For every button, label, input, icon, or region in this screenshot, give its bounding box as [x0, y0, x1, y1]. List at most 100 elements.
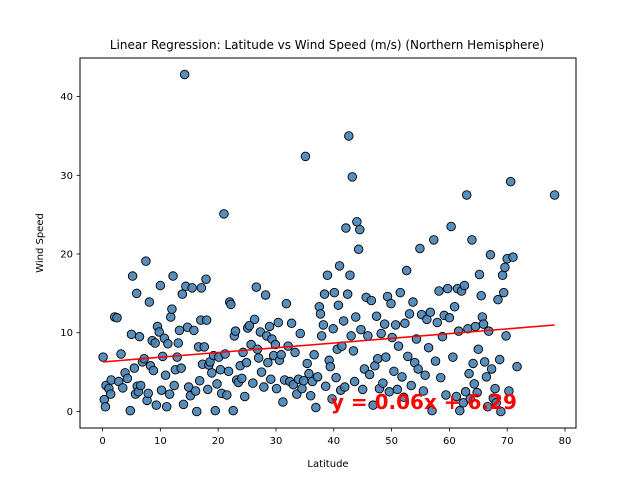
y-tick-label: 0 — [67, 407, 73, 418]
data-point — [494, 354, 505, 365]
data-point — [493, 294, 503, 305]
data-point — [338, 316, 349, 326]
data-point — [349, 376, 360, 387]
data-point — [432, 317, 443, 328]
data-point — [228, 405, 238, 416]
data-point — [318, 320, 329, 330]
data-point — [154, 327, 164, 337]
data-point — [512, 361, 522, 372]
data-point — [161, 401, 172, 412]
data-point — [379, 319, 390, 329]
data-point — [187, 283, 197, 293]
regression-line — [103, 324, 555, 363]
data-point — [448, 352, 458, 362]
x-tick-label: 50 — [385, 436, 398, 447]
data-point — [408, 297, 418, 307]
data-point — [496, 406, 506, 417]
data-point — [344, 131, 354, 141]
data-point — [472, 387, 482, 398]
data-point — [501, 331, 511, 341]
data-point — [112, 313, 122, 323]
data-point — [434, 286, 444, 296]
data-point — [127, 271, 138, 281]
data-point — [474, 269, 485, 280]
data-point — [459, 280, 470, 291]
data-point — [151, 400, 162, 410]
data-point — [172, 352, 182, 362]
data-point — [368, 400, 378, 410]
data-point — [160, 370, 171, 381]
y-tick-label: 20 — [60, 250, 73, 261]
data-point — [508, 252, 518, 262]
x-tick-label: 20 — [212, 436, 225, 447]
data-point — [482, 401, 493, 412]
data-point — [174, 325, 185, 336]
data-point — [196, 283, 207, 293]
x-tick-label: 10 — [154, 436, 167, 447]
data-point — [230, 326, 241, 336]
data-point — [486, 364, 497, 374]
data-point — [449, 302, 460, 312]
data-point — [226, 299, 236, 310]
data-point — [461, 190, 472, 200]
data-point — [460, 387, 471, 397]
scatter-points — [98, 69, 560, 417]
x-tick-label: 60 — [443, 436, 456, 447]
data-point — [334, 261, 345, 271]
regression-group — [103, 324, 555, 363]
data-point — [219, 209, 229, 219]
data-point — [364, 369, 375, 380]
data-point — [331, 372, 341, 383]
data-point — [467, 235, 477, 245]
data-point — [150, 338, 160, 348]
data-point — [400, 318, 410, 329]
data-point — [312, 372, 323, 382]
data-point — [413, 364, 423, 374]
data-point — [325, 361, 336, 372]
data-point — [478, 319, 489, 329]
data-point — [451, 391, 462, 402]
data-point — [259, 382, 269, 392]
data-point — [189, 325, 199, 336]
data-point — [386, 298, 396, 309]
data-point — [327, 394, 337, 404]
data-point — [341, 223, 351, 233]
regression-equation: y = 0.06x + 6.29 — [331, 390, 517, 414]
data-point — [356, 324, 366, 335]
data-point — [266, 374, 276, 384]
data-point — [446, 221, 456, 232]
data-point — [302, 358, 312, 369]
data-point — [444, 313, 455, 323]
data-point — [357, 384, 368, 395]
data-point — [168, 271, 178, 281]
data-point — [148, 365, 159, 376]
data-point — [122, 373, 133, 384]
data-point — [378, 378, 388, 388]
data-point — [164, 389, 175, 399]
data-point — [260, 290, 271, 300]
data-point — [435, 372, 446, 383]
data-point — [345, 270, 355, 281]
data-point — [351, 312, 361, 322]
data-point — [355, 224, 365, 235]
data-point — [329, 287, 340, 298]
data-point — [177, 289, 188, 299]
data-point — [300, 151, 311, 162]
data-point — [134, 331, 145, 342]
data-point — [333, 300, 344, 310]
x-tick-label: 30 — [270, 436, 283, 447]
data-point — [497, 270, 508, 281]
y-tick-label: 30 — [60, 171, 73, 182]
data-point — [210, 405, 221, 416]
data-point — [427, 405, 437, 416]
data-point — [441, 390, 451, 400]
data-point — [498, 287, 509, 298]
data-point — [207, 368, 217, 378]
data-point — [420, 370, 430, 381]
data-point — [415, 243, 425, 254]
data-point — [240, 391, 250, 402]
data-point — [390, 320, 401, 330]
x-tick-label: 0 — [99, 436, 105, 447]
data-point — [163, 339, 173, 349]
data-point — [353, 244, 364, 255]
